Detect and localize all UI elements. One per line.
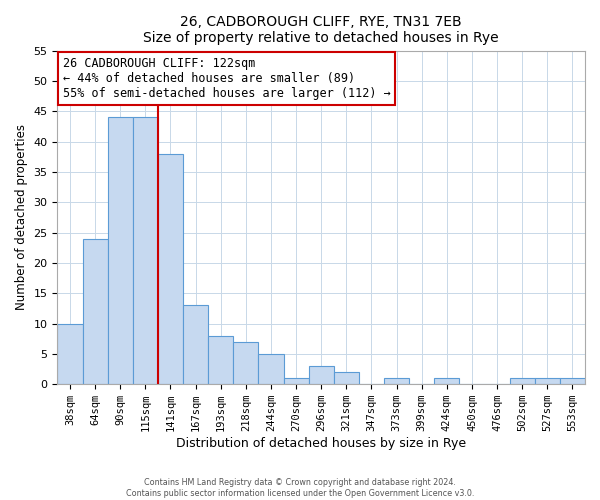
Text: 26 CADBOROUGH CLIFF: 122sqm
← 44% of detached houses are smaller (89)
55% of sem: 26 CADBOROUGH CLIFF: 122sqm ← 44% of det… [62, 57, 391, 100]
Bar [434, 378, 460, 384]
Bar [509, 378, 535, 384]
Text: Contains HM Land Registry data © Crown copyright and database right 2024.
Contai: Contains HM Land Registry data © Crown c… [126, 478, 474, 498]
Bar [107, 118, 133, 384]
Bar [384, 378, 409, 384]
Bar [133, 118, 158, 384]
Bar [334, 372, 359, 384]
Title: 26, CADBOROUGH CLIFF, RYE, TN31 7EB
Size of property relative to detached houses: 26, CADBOROUGH CLIFF, RYE, TN31 7EB Size… [143, 15, 499, 45]
Bar [560, 378, 585, 384]
Bar [233, 342, 259, 384]
Bar [183, 306, 208, 384]
Bar [259, 354, 284, 384]
X-axis label: Distribution of detached houses by size in Rye: Distribution of detached houses by size … [176, 437, 466, 450]
Bar [58, 324, 83, 384]
Bar [158, 154, 183, 384]
Bar [83, 238, 107, 384]
Bar [208, 336, 233, 384]
Bar [284, 378, 308, 384]
Bar [308, 366, 334, 384]
Bar [535, 378, 560, 384]
Y-axis label: Number of detached properties: Number of detached properties [15, 124, 28, 310]
